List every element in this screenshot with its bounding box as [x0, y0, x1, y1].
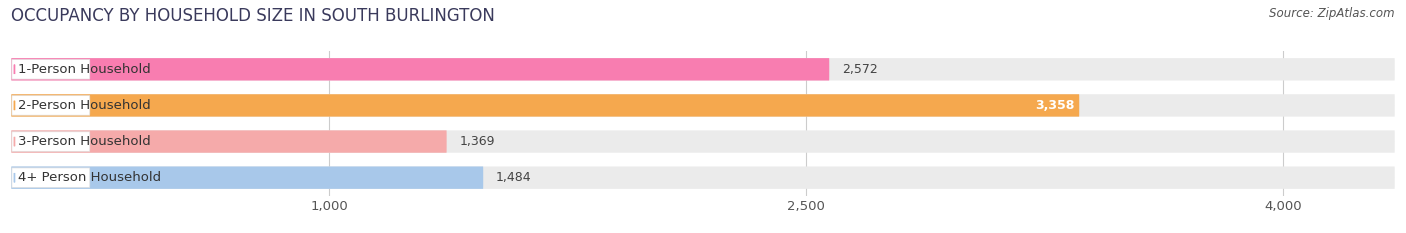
Text: 1,484: 1,484 — [496, 171, 531, 184]
FancyBboxPatch shape — [11, 94, 1080, 117]
FancyBboxPatch shape — [11, 96, 90, 115]
Text: Source: ZipAtlas.com: Source: ZipAtlas.com — [1270, 7, 1395, 20]
Text: 3-Person Household: 3-Person Household — [18, 135, 150, 148]
Text: 4+ Person Household: 4+ Person Household — [18, 171, 162, 184]
FancyBboxPatch shape — [11, 166, 1395, 189]
FancyBboxPatch shape — [11, 58, 1395, 81]
FancyBboxPatch shape — [11, 166, 484, 189]
FancyBboxPatch shape — [11, 58, 830, 81]
Text: 1,369: 1,369 — [460, 135, 495, 148]
FancyBboxPatch shape — [11, 132, 90, 151]
FancyBboxPatch shape — [11, 60, 90, 79]
Text: 2-Person Household: 2-Person Household — [18, 99, 150, 112]
FancyBboxPatch shape — [11, 168, 90, 187]
Text: 2,572: 2,572 — [842, 63, 877, 76]
Text: OCCUPANCY BY HOUSEHOLD SIZE IN SOUTH BURLINGTON: OCCUPANCY BY HOUSEHOLD SIZE IN SOUTH BUR… — [11, 7, 495, 25]
FancyBboxPatch shape — [11, 94, 1395, 117]
FancyBboxPatch shape — [11, 130, 447, 153]
Text: 1-Person Household: 1-Person Household — [18, 63, 150, 76]
FancyBboxPatch shape — [11, 130, 1395, 153]
Text: 3,358: 3,358 — [1035, 99, 1074, 112]
